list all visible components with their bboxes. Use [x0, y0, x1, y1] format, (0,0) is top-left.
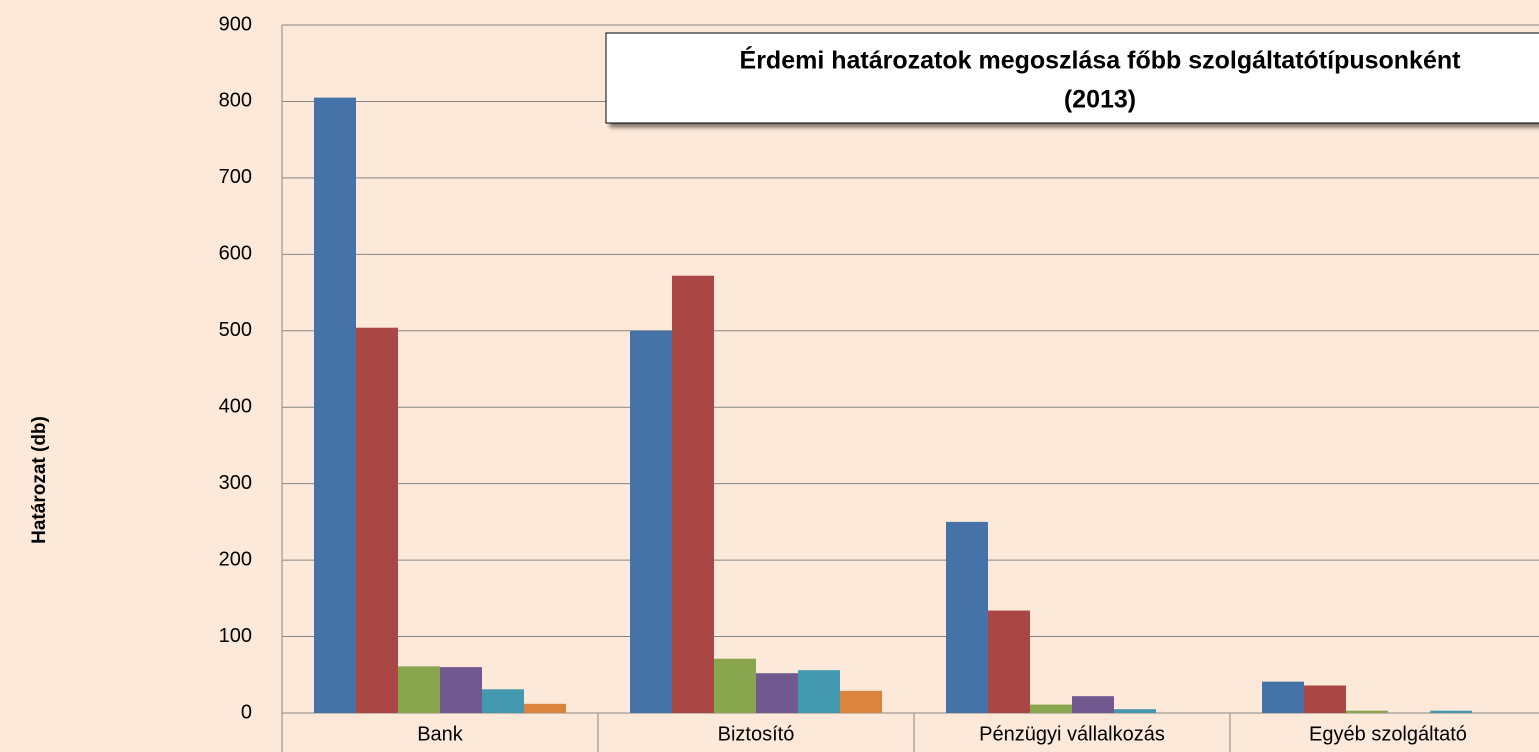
y-tick-label: 500	[219, 319, 252, 341]
bar	[1346, 710, 1388, 713]
y-tick-label: 200	[219, 548, 252, 570]
bar	[1304, 685, 1346, 713]
y-axis-label: Határozat (db)	[29, 416, 50, 544]
bar	[314, 97, 356, 714]
x-tick-label: Pénzügyi vállalkozás	[979, 723, 1165, 745]
y-tick-label: 700	[219, 166, 252, 188]
bar	[1430, 710, 1472, 713]
bar	[1262, 681, 1304, 713]
bar	[714, 658, 756, 713]
y-tick-label: 400	[219, 396, 252, 418]
bar	[1114, 709, 1156, 713]
y-tick-label: 600	[219, 243, 252, 265]
bar	[398, 666, 440, 713]
x-tick-label: Bank	[417, 723, 464, 745]
title-box	[605, 32, 1539, 124]
bar	[988, 610, 1030, 713]
bar	[524, 703, 566, 713]
bar	[798, 670, 840, 713]
chart-title: Érdemi határozatok megoszlása főbb szolg…	[740, 46, 1462, 75]
y-tick-label: 300	[219, 472, 252, 494]
bar	[482, 689, 524, 713]
bar	[630, 330, 672, 713]
bar	[840, 690, 882, 713]
y-tick-label: 100	[219, 625, 252, 647]
chart-subtitle: (2013)	[1064, 86, 1136, 114]
y-tick-label: 900	[219, 13, 252, 35]
bar	[440, 667, 482, 713]
bar	[756, 673, 798, 713]
bar	[946, 521, 988, 713]
y-tick-label: 800	[219, 90, 252, 112]
x-tick-label: Biztosító	[718, 723, 795, 745]
x-tick-label: Egyéb szolgáltató	[1309, 723, 1467, 745]
bar	[1072, 696, 1114, 713]
y-tick-label: 0	[241, 701, 252, 723]
bar	[672, 275, 714, 713]
plot-area: 0 100 200 300 400 500 600 700 800 900 Bank Biztosít…	[219, 13, 1539, 752]
bar	[1030, 704, 1072, 713]
bar	[356, 327, 398, 713]
